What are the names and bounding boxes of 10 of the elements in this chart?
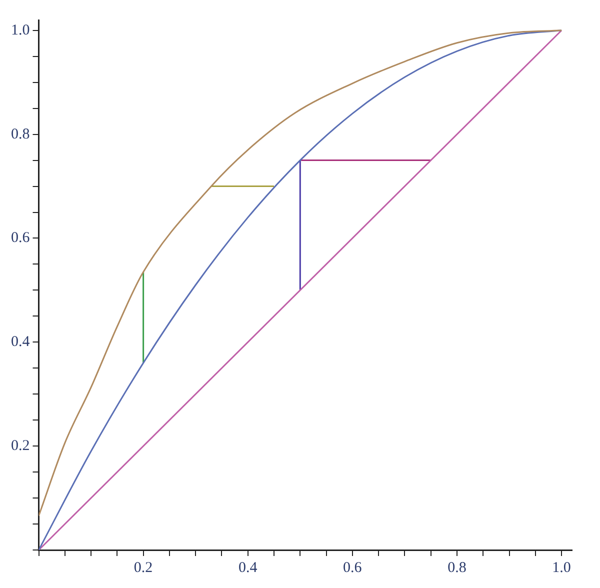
x-tick-label: 0.8 xyxy=(448,560,466,576)
y-tick-label: 0.2 xyxy=(11,438,30,454)
x-tick-label: 0.2 xyxy=(134,560,153,576)
x-tick-label: 1.0 xyxy=(552,560,571,576)
x-tick-label: 0.4 xyxy=(238,560,258,576)
y-tick-label: 0.6 xyxy=(11,230,30,246)
y-tick-label: 0.4 xyxy=(11,334,30,350)
y-tick-label: 0.8 xyxy=(11,126,30,142)
y-tick-label: 1.0 xyxy=(11,22,30,38)
x-tick-label: 0.6 xyxy=(343,560,362,576)
